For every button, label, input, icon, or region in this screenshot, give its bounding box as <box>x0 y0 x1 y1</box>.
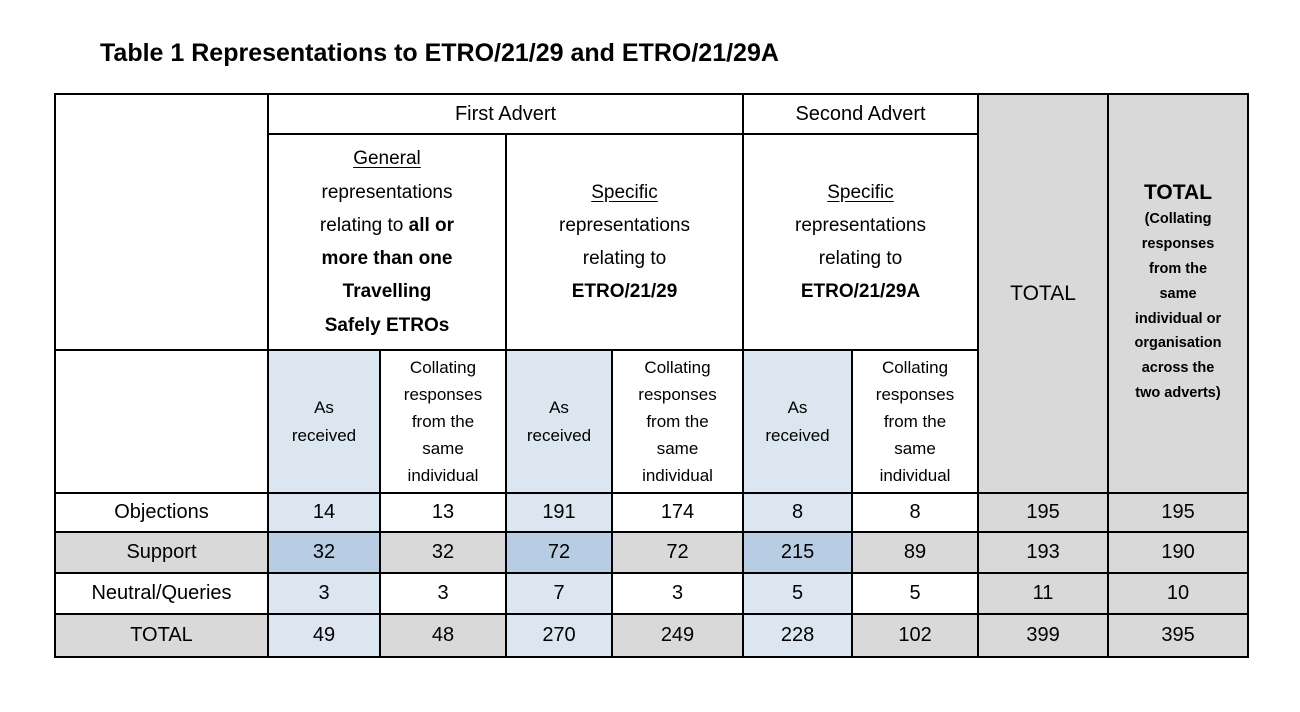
general-group-heading: General <box>353 148 421 170</box>
subheader-as-received-first: As received <box>505 349 613 494</box>
data-cell: 191 <box>505 492 613 533</box>
total-collated-cell: 195 <box>1107 492 1250 533</box>
row-label: Neutral/Queries <box>54 572 269 615</box>
total-cell: 11 <box>977 572 1110 615</box>
data-cell: 174 <box>610 492 745 533</box>
data-cell: 249 <box>610 613 745 658</box>
data-cell: 72 <box>505 531 613 574</box>
table-row-support: Support 32 32 72 72 215 89 193 190 <box>54 531 1250 574</box>
specific-second-etro: ETRO/21/29A <box>800 281 921 303</box>
data-cell: 3 <box>267 572 381 615</box>
specific-second-body: representations relating to <box>795 214 926 269</box>
data-cell: 32 <box>267 531 381 574</box>
data-cell: 215 <box>742 531 854 574</box>
subheader-as-received-second: As received <box>742 349 854 494</box>
data-cell: 89 <box>851 531 980 574</box>
representations-table: First Advert Second Advert TOTAL TOTAL (… <box>54 93 1250 658</box>
total-cell: 195 <box>977 492 1110 533</box>
table-row-total: TOTAL 49 48 270 249 228 102 399 395 <box>54 613 1250 658</box>
subheader-as-received-general: As received <box>267 349 381 494</box>
specific-first-group-header: Specific representations relating to ETR… <box>504 133 745 351</box>
data-cell: 72 <box>610 531 745 574</box>
first-advert-header: First Advert <box>266 93 745 135</box>
table-row-neutral-queries: Neutral/Queries 3 3 7 3 5 5 11 10 <box>54 572 1250 615</box>
total-collated-column-header: TOTAL (Collating responses from the same… <box>1107 93 1250 494</box>
total-collated-cell: 190 <box>1107 531 1250 574</box>
specific-first-heading: Specific <box>591 181 658 203</box>
specific-first-body: representations relating to <box>559 214 690 269</box>
data-cell: 8 <box>742 492 854 533</box>
data-cell: 8 <box>851 492 980 533</box>
data-cell: 32 <box>379 531 507 574</box>
total-column-header: TOTAL <box>977 93 1110 494</box>
general-group-body: representations relating to all or more … <box>319 181 455 336</box>
subheader-collated-first: Collating responses from the same indivi… <box>610 349 745 494</box>
specific-second-heading: Specific <box>827 181 894 203</box>
specific-second-group-header: Specific representations relating to ETR… <box>742 133 980 351</box>
total-collated-heading: TOTAL <box>1143 180 1213 204</box>
table-title: Table 1 Representations to ETRO/21/29 an… <box>100 39 779 67</box>
data-cell: 270 <box>505 613 613 658</box>
total-collated-cell: 10 <box>1107 572 1250 615</box>
subheader-collated-second: Collating responses from the same indivi… <box>851 349 980 494</box>
corner-empty-cell <box>54 93 269 351</box>
subheader-empty-cell <box>54 349 269 494</box>
data-cell: 48 <box>379 613 507 658</box>
total-collated-cell: 395 <box>1107 613 1250 658</box>
specific-first-etro: ETRO/21/29 <box>571 281 678 303</box>
row-label: Support <box>54 531 269 574</box>
data-cell: 3 <box>610 572 745 615</box>
data-cell: 102 <box>851 613 980 658</box>
total-cell: 193 <box>977 531 1110 574</box>
general-group-header: General representations relating to all … <box>267 133 507 351</box>
data-cell: 7 <box>505 572 613 615</box>
data-cell: 14 <box>267 492 381 533</box>
data-cell: 5 <box>742 572 854 615</box>
data-cell: 228 <box>742 613 854 658</box>
row-label: TOTAL <box>54 613 269 658</box>
table-row-objections: Objections 14 13 191 174 8 8 195 195 <box>54 492 1250 533</box>
total-cell: 399 <box>977 613 1110 658</box>
data-cell: 5 <box>851 572 980 615</box>
total-collated-subtitle: (Collating responses from the same indiv… <box>1134 210 1222 402</box>
row-label: Objections <box>54 492 269 533</box>
subheader-collated-general: Collating responses from the same indivi… <box>379 349 507 494</box>
data-cell: 13 <box>379 492 507 533</box>
second-advert-header: Second Advert <box>742 93 980 135</box>
data-cell: 49 <box>267 613 381 658</box>
data-cell: 3 <box>379 572 507 615</box>
